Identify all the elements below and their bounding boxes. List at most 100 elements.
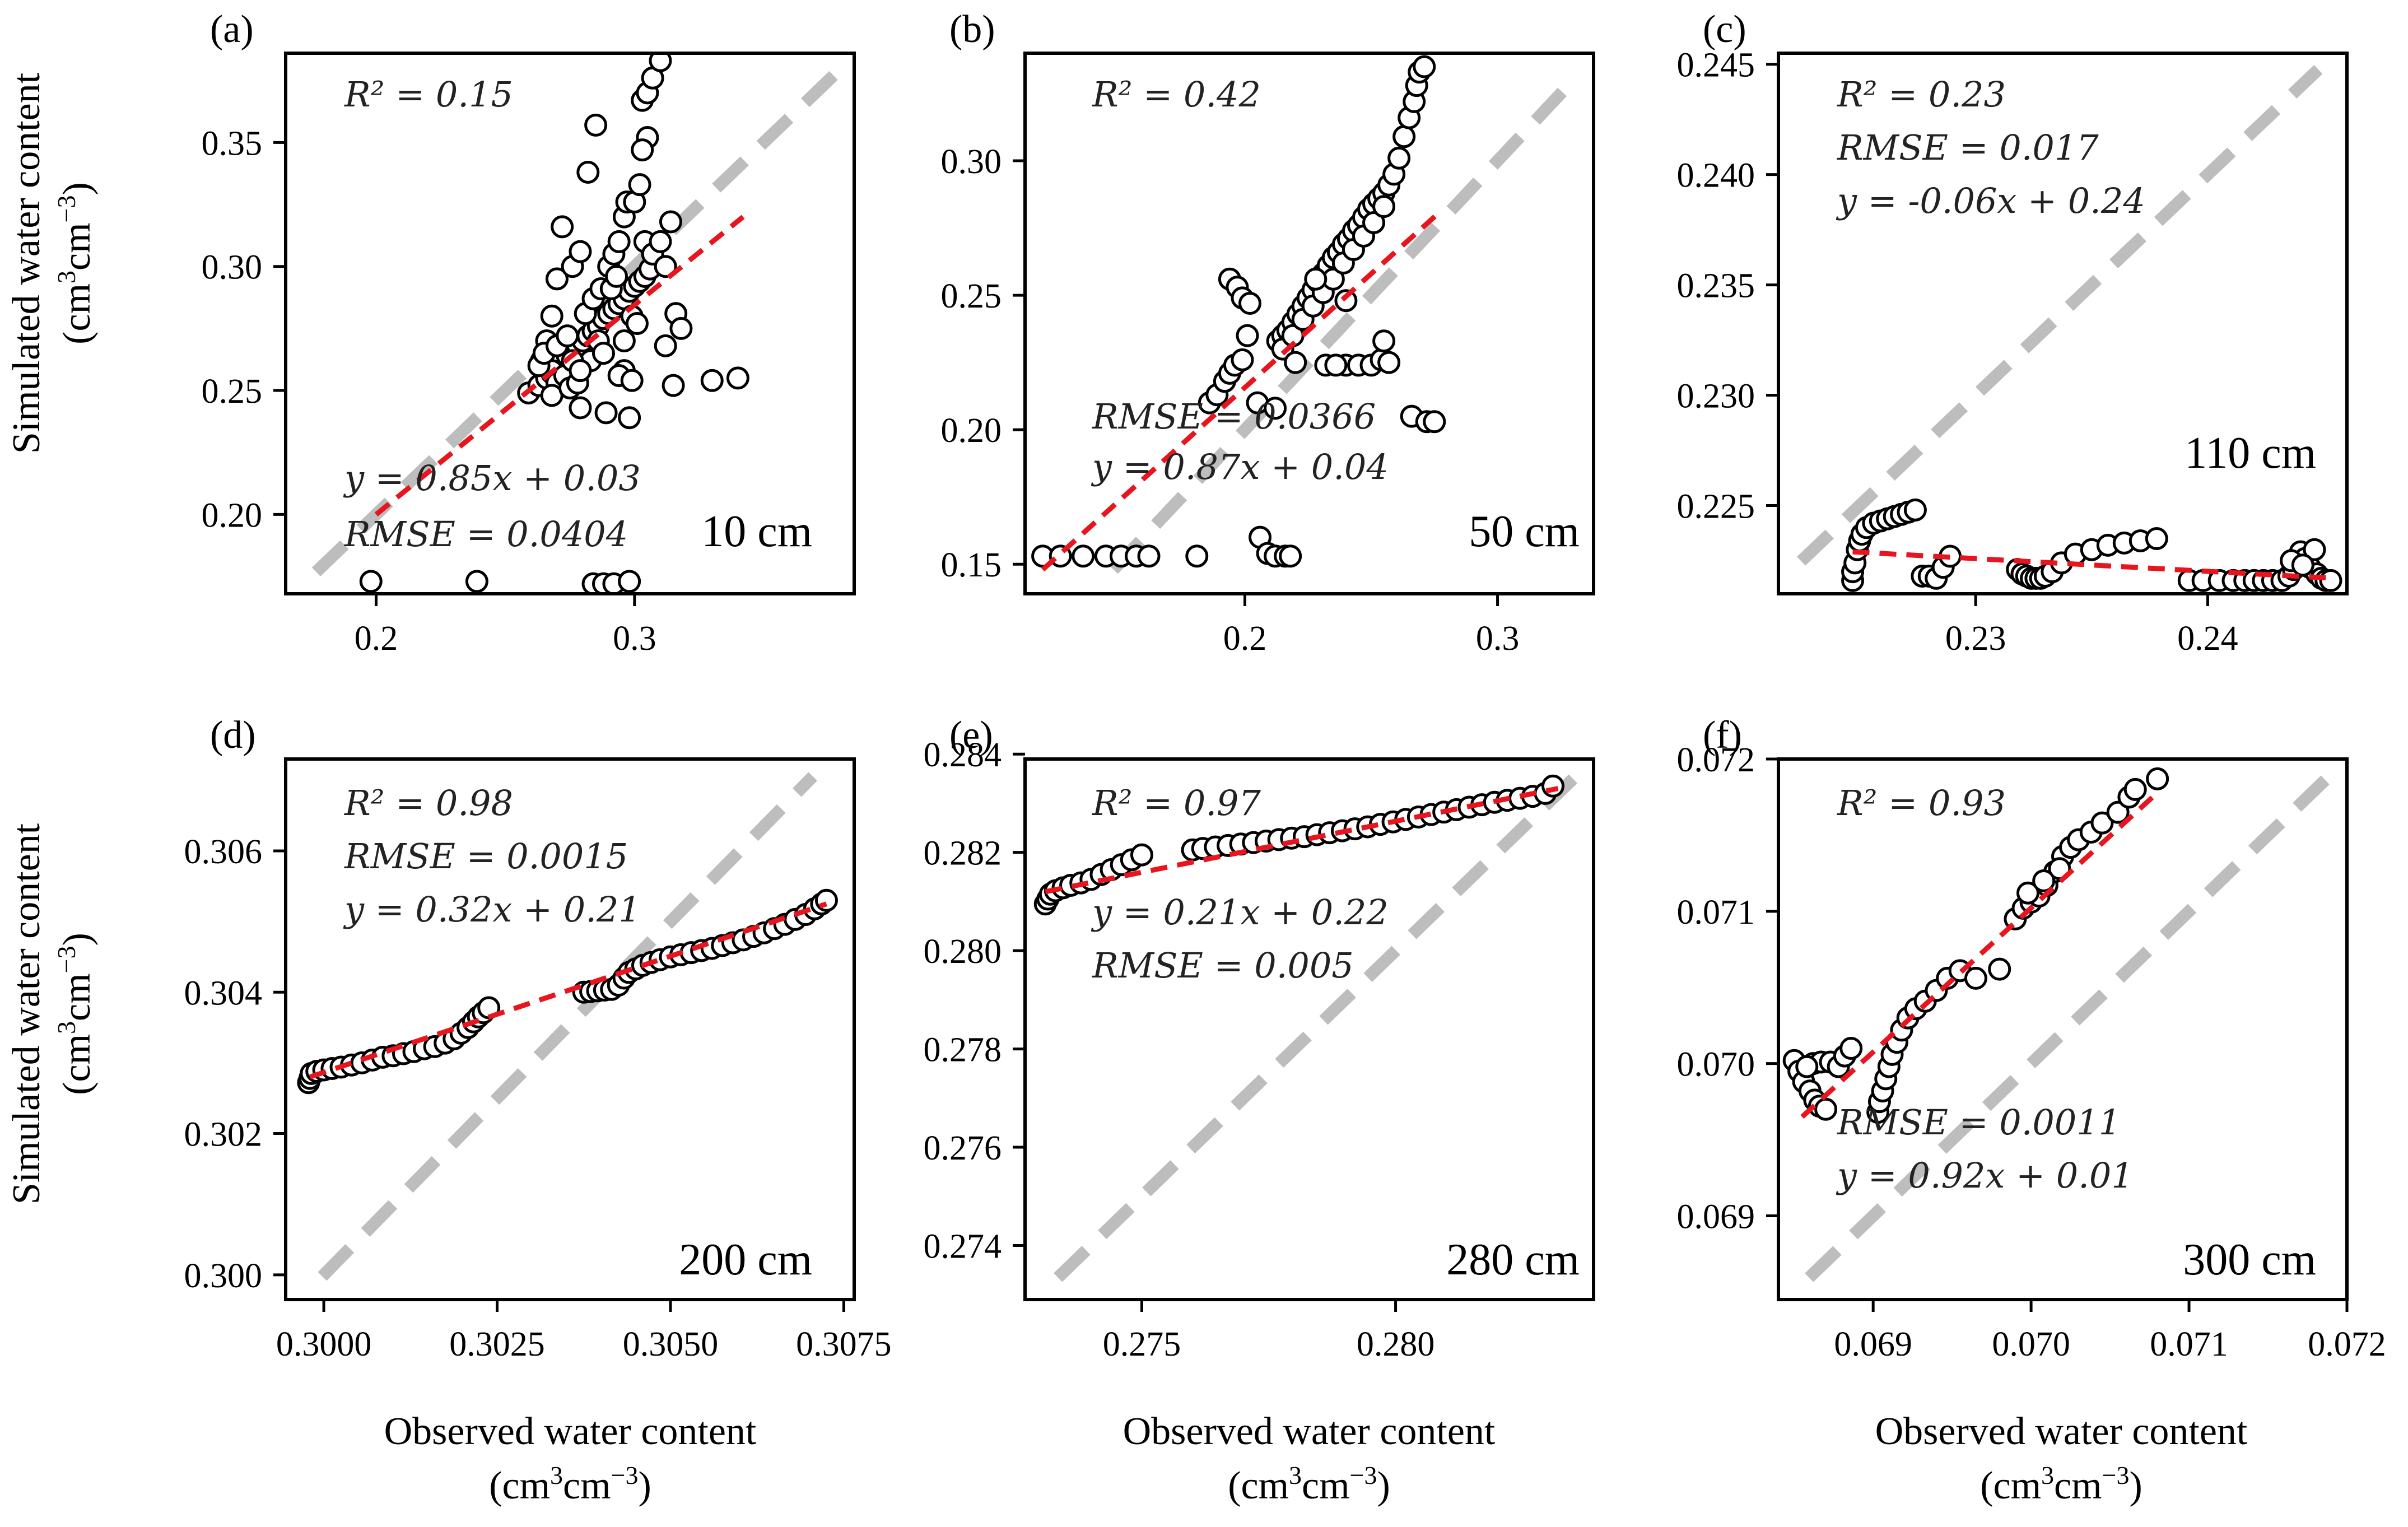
annotation: RMSE = 0.017 <box>1837 127 2099 168</box>
data-point <box>569 359 592 383</box>
data-point <box>2123 778 2147 801</box>
y-tick-label: 0.300 <box>184 1257 263 1295</box>
axes-frame <box>1777 757 2349 1301</box>
data-point <box>654 334 677 357</box>
y-tick-label: 0.302 <box>184 1116 263 1154</box>
y-tick-label: 0.245 <box>1677 46 1755 85</box>
annotation: R² = 0.15 <box>344 74 513 115</box>
y-axis-label-line1: Simulated water content <box>5 823 48 1204</box>
x-axis-label-d: Observed water content (cm3cm−3) <box>384 1410 757 1507</box>
data-point <box>649 53 672 72</box>
depth-label: 10 cm <box>701 507 812 556</box>
x-tick-label: 0.3050 <box>623 1325 719 1363</box>
annotation: y = 0.32x + 0.21 <box>343 889 641 930</box>
y-axis-label-line2: (cm3cm−3) <box>52 933 99 1095</box>
annotation: R² = 0.97 <box>1092 783 1261 823</box>
y-tick-label: 0.284 <box>924 736 1002 774</box>
y-axis-label-line2: (cm3cm−3) <box>52 182 99 344</box>
data-point <box>620 369 644 392</box>
data-point <box>2145 527 2168 551</box>
data-point <box>576 160 600 184</box>
data-point <box>1238 291 1261 315</box>
data-point <box>814 888 838 912</box>
y-tick-label: 0.274 <box>924 1228 1002 1266</box>
data-point <box>1964 966 1987 990</box>
panels: 0.2 0.3 0.20 0.25 0.30 0.35 (a) R² = 0.15 y = 0.… <box>184 8 2386 1363</box>
x-tick-label: 0.3 <box>1476 620 1520 658</box>
y-tick-label: 0.25 <box>202 373 263 411</box>
data-point <box>625 312 649 335</box>
y-tick-label: 0.20 <box>202 496 263 534</box>
annotation: R² = 0.93 <box>1837 783 2006 823</box>
data-point <box>1795 1055 1819 1078</box>
annotation: RMSE = 0.0015 <box>344 836 628 877</box>
x-axis-label-line1: Observed water content <box>1123 1410 1496 1453</box>
depth-label: 110 cm <box>2185 429 2316 478</box>
data-point <box>1839 1036 1863 1060</box>
data-point <box>1988 957 2011 981</box>
y-tick-label: 0.240 <box>1677 157 1755 195</box>
x-tick-label: 0.070 <box>1992 1325 2070 1363</box>
x-axis-label-line2: (cm3cm−3) <box>1980 1461 2142 1507</box>
x-axis-label-line1: Observed water content <box>1875 1410 2248 1453</box>
panel-label: (d) <box>210 714 256 757</box>
x-tick-label: 0.3025 <box>449 1325 545 1363</box>
plot-area <box>1031 55 1581 574</box>
data-point <box>1377 351 1401 374</box>
data-point <box>605 264 628 288</box>
y-axis-label-top: Simulated water content (cm3cm−3) <box>5 72 99 454</box>
x-tick-label: 0.2 <box>355 620 398 658</box>
x-tick-label: 0.069 <box>1834 1325 1912 1363</box>
y-tick-label: 0.071 <box>1677 893 1755 932</box>
plot-area <box>1033 771 1581 1282</box>
data-point <box>669 316 693 340</box>
y-tick-label: 0.30 <box>941 143 1002 181</box>
y-tick-label: 0.072 <box>1677 741 1755 779</box>
y-tick-label: 0.20 <box>941 412 1002 450</box>
data-point <box>1137 544 1161 568</box>
data-point <box>607 230 631 253</box>
data-point <box>551 215 574 239</box>
data-point <box>659 210 682 234</box>
data-point <box>2291 553 2314 577</box>
data-point <box>1392 125 1416 148</box>
axes-frame <box>1023 52 1595 595</box>
annotation: R² = 0.42 <box>1092 74 1261 115</box>
data-point <box>649 230 672 253</box>
data-point <box>700 369 724 392</box>
data-point <box>465 570 488 593</box>
identity-line <box>1108 72 1581 574</box>
y-tick-label: 0.280 <box>924 933 1002 971</box>
data-point <box>1185 544 1209 568</box>
data-point <box>1304 267 1328 291</box>
panel-e: 0.275 0.280 0.274 0.276 0.278 0.280 0.282 0.284… <box>924 714 1595 1363</box>
data-point <box>1413 55 1436 78</box>
data-point <box>1264 397 1287 420</box>
panel-b: 0.2 0.3 0.15 0.20 0.25 0.30 (b) R² = 0.42 RMSE =… <box>941 8 1595 658</box>
data-point <box>1541 774 1564 798</box>
annotation: y = 0.85x + 0.03 <box>343 458 641 499</box>
data-point <box>2106 800 2130 824</box>
data-point <box>540 304 563 328</box>
x-axis-label-line2: (cm3cm−3) <box>489 1461 651 1507</box>
data-point <box>2303 538 2326 561</box>
panel-a: 0.2 0.3 0.20 0.25 0.30 0.35 (a) R² = 0.15 y = 0.… <box>202 8 856 658</box>
x-axis-label-f: Observed water content (cm3cm−3) <box>1875 1410 2248 1507</box>
panel-label: (b) <box>949 8 995 51</box>
annotation: y = -0.06x + 0.24 <box>1836 180 2145 221</box>
x-axis-label-line2: (cm3cm−3) <box>1228 1461 1390 1507</box>
data-point <box>2090 811 2114 835</box>
y-tick-label: 0.235 <box>1677 267 1755 305</box>
identity-line <box>318 772 818 1281</box>
y-tick-label: 0.070 <box>1677 1046 1755 1084</box>
y-tick-label: 0.282 <box>924 835 1002 873</box>
data-point <box>1334 289 1358 313</box>
annotation: RMSE = 0.0366 <box>1092 396 1376 437</box>
data-point <box>1072 544 1095 568</box>
data-point <box>569 240 592 263</box>
y-tick-label: 0.15 <box>941 546 1002 584</box>
data-point <box>612 329 636 352</box>
data-point <box>1903 498 1927 522</box>
y-tick-label: 0.230 <box>1677 378 1755 416</box>
